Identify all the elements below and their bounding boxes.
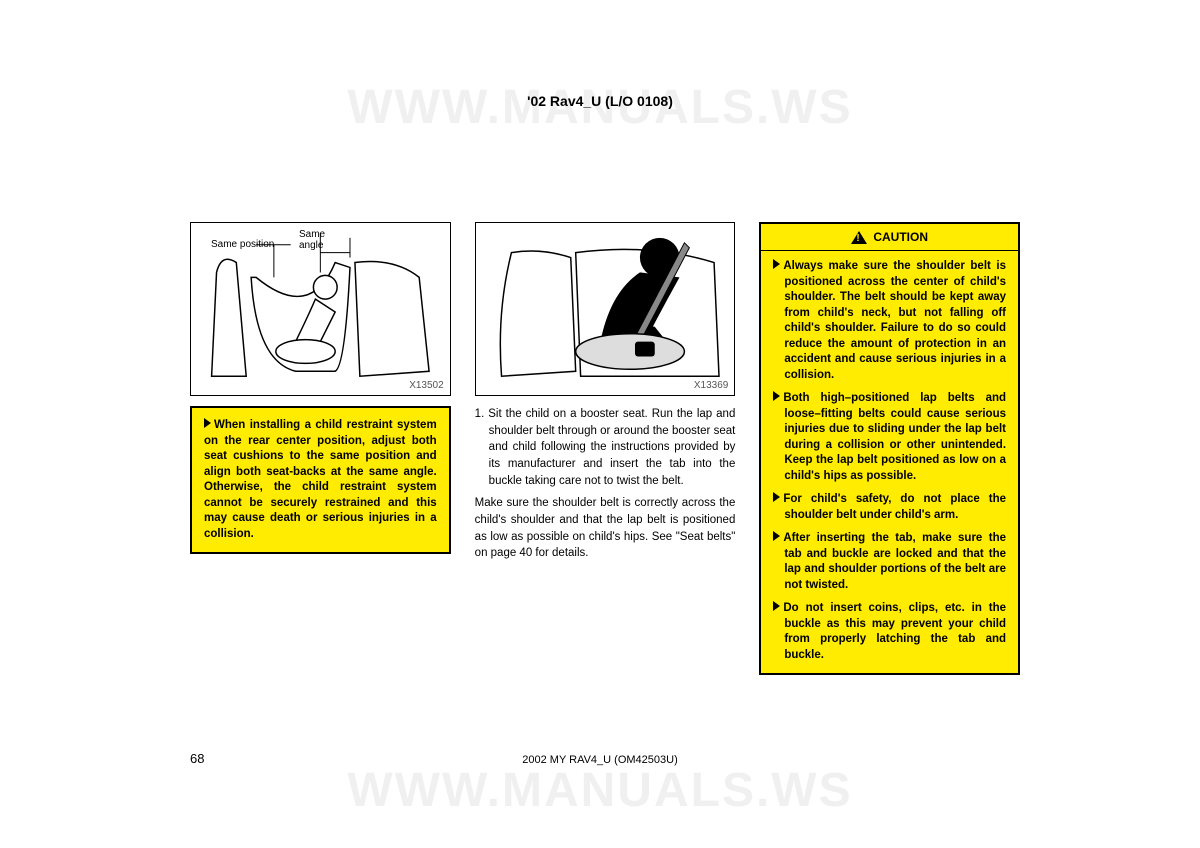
figure-1-label-angle: Same angle	[299, 229, 325, 251]
caution-item: Do not insert coins, clips, etc. in the …	[773, 601, 1006, 663]
page-number: 68	[190, 751, 204, 766]
column-3: CAUTION Always make sure the shoulder be…	[759, 222, 1020, 675]
triangle-icon	[773, 391, 780, 401]
column-1: Same position Same angle X13502 When ins…	[190, 222, 451, 675]
triangle-icon	[773, 492, 780, 502]
content-columns: Same position Same angle X13502 When ins…	[190, 222, 1020, 675]
figure-2-illustration	[476, 223, 735, 395]
caution-item: After inserting the tab, make sure the t…	[773, 531, 1006, 593]
step-1-text: 1. Sit the child on a booster seat. Run …	[475, 406, 736, 489]
footer-code: 2002 MY RAV4_U (OM42503U)	[522, 754, 678, 766]
paragraph-text: Make sure the shoulder belt is correctly…	[475, 495, 736, 562]
warning-box-1: When installing a child restraint system…	[190, 406, 451, 554]
watermark-bottom: WWW.MANUALS.WS	[347, 763, 852, 818]
caution-box: CAUTION Always make sure the shoulder be…	[759, 222, 1020, 675]
caution-item: Both high–positioned lap belts and loose…	[773, 391, 1006, 484]
caution-item-text: For child's safety, do not place the sho…	[783, 493, 1006, 521]
triangle-icon	[773, 531, 780, 541]
caution-item-text: After inserting the tab, make sure the t…	[783, 532, 1006, 591]
figure-1: Same position Same angle X13502	[190, 222, 451, 396]
figure-2-code: X13369	[694, 380, 728, 391]
caution-item: Always make sure the shoulder belt is po…	[773, 259, 1006, 383]
caution-item: For child's safety, do not place the sho…	[773, 492, 1006, 523]
caution-item-text: Always make sure the shoulder belt is po…	[783, 260, 1006, 381]
caution-header: CAUTION	[761, 224, 1018, 251]
warning-text-1: When installing a child restraint system…	[204, 419, 437, 540]
caution-body: Always make sure the shoulder belt is po…	[761, 251, 1018, 673]
caution-item-text: Do not insert coins, clips, etc. in the …	[783, 602, 1006, 661]
header-code: '02 Rav4_U (L/O 0108)	[527, 93, 673, 109]
triangle-icon	[204, 418, 211, 428]
caution-title: CAUTION	[873, 230, 928, 244]
triangle-icon	[773, 259, 780, 269]
column-2: X13369 1. Sit the child on a booster sea…	[475, 222, 736, 675]
triangle-icon	[773, 601, 780, 611]
caution-item-text: Both high–positioned lap belts and loose…	[783, 392, 1006, 482]
caution-triangle-icon	[851, 231, 867, 244]
figure-1-label-position: Same position	[211, 239, 274, 250]
figure-2: X13369	[475, 222, 736, 396]
figure-1-code: X13502	[409, 380, 443, 391]
